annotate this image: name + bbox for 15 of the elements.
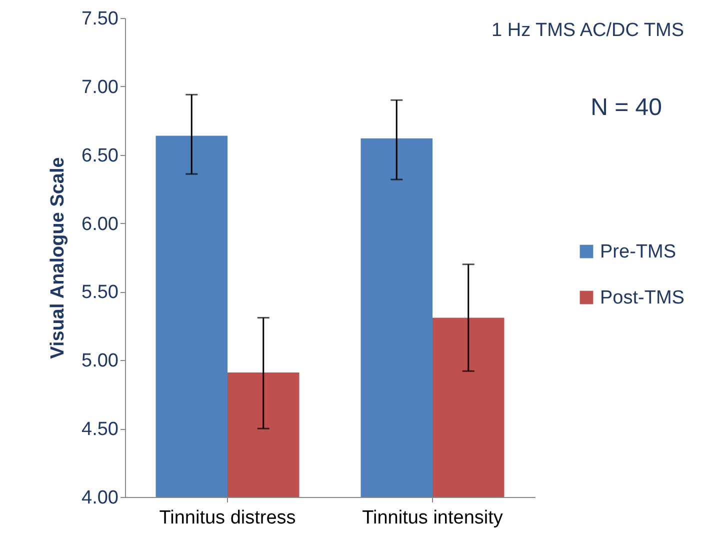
y-axis-title: Visual Analogue Scale (48, 157, 69, 359)
y-tick-label: 4.00 (82, 488, 118, 508)
annotation: 1 Hz TMS AC/DC TMS (492, 20, 684, 41)
legend-label: Post-TMS (600, 288, 684, 308)
y-tick-label: 6.50 (82, 145, 118, 166)
x-tick-label: Tinnitus intensity (362, 508, 504, 528)
text: N = 40 (590, 94, 662, 121)
y-tick-label: 5.00 (82, 350, 118, 372)
y-tick-label: 7.50 (82, 8, 118, 30)
legend-label: Pre-TMS (600, 242, 676, 262)
y-tick-label: 6.00 (82, 214, 118, 235)
y-tick-label: 7.00 (82, 76, 118, 98)
y-tick-label: 5.50 (82, 282, 118, 304)
x-tick-label: Tinnitus distress (159, 508, 296, 528)
y-tick-label: 4.50 (82, 419, 118, 440)
